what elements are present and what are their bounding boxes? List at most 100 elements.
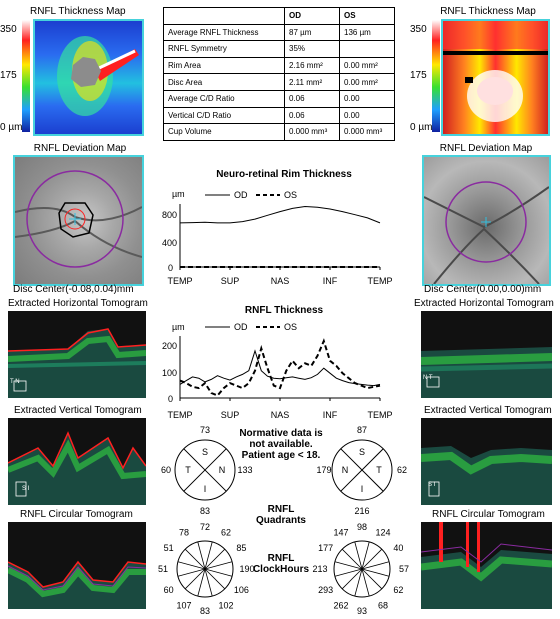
os-q-letter-n: N [342,465,349,475]
right-circular-graphic [421,522,552,609]
right-deviation-map [422,155,551,286]
clock-spoke [361,568,390,577]
right-scale-mid: 175 [410,70,427,81]
clock-value: 40 [393,543,403,553]
clock-value: 83 [200,606,210,616]
clock-spoke [354,541,363,570]
table-row: Rim Area 2.16 mm² 0.00 mm² [163,56,395,75]
right-scale-bottom: 0 µm [410,122,433,133]
left-colorbar [22,20,30,132]
right-horizontal-tomogram [421,311,552,398]
rnfl-legend-os: OS [284,322,297,332]
clock-value: 102 [218,600,233,610]
clock-circle [176,540,234,598]
rnfl-chart-unit: µm [172,322,185,332]
rnfl-xtick-sup: SUP [221,410,240,420]
left-scale-bottom: 0 µm [0,122,23,133]
series-line-os [179,338,381,397]
left-h-orient: T N [10,379,20,385]
table-cell: 0.06 [284,106,340,125]
left-deviation-title: RNFL Deviation Map [33,143,127,154]
quadrants-area: S N I T 73 133 83 60 S T I N 87 62 216 1… [161,425,407,516]
clock-value: 93 [357,606,367,616]
od-q-letter-s: S [202,447,208,457]
left-disc-center: Disc Center(-0.08,0.04)mm [13,284,134,295]
od-quadrant-diagram: S N I T 73 133 83 60 [161,425,253,516]
od-q-letter-i: I [204,484,207,494]
rim-xtick-nas: NAS [271,276,290,286]
table-cell: 0.00 [339,106,395,125]
left-horizontal-graphic [8,328,146,398]
clock-value: 293 [318,585,333,595]
clock-value: 107 [176,600,191,610]
right-deviation-title: RNFL Deviation Map [439,143,533,154]
table-cell: Disc Area [163,73,285,91]
od-q-value-t: 60 [161,465,171,475]
od-q-value-i: 83 [200,506,210,516]
clock-value: 106 [234,585,249,595]
stats-table: OD OS Average RNFL Thickness 87 µm 136 µm … [163,7,395,141]
clock-value: 57 [399,564,409,574]
rnfl-xtick-temp-end: TEMP [367,410,392,420]
table-header-row: OD OS [163,7,395,25]
table-cell: 0.000 mm³ [284,123,340,141]
right-thickness-map [441,19,550,136]
clock-value: 72 [200,522,210,532]
table-cell: RNFL Symmetry [163,40,285,58]
table-header-cell [163,7,285,25]
clock-value: 51 [164,543,174,553]
clock-spoke [204,568,226,590]
rim-chart-unit: µm [172,189,185,199]
right-v-orient: S I [428,482,436,488]
table-row: Average C/D Ratio 0.06 0.00 [163,89,395,108]
left-horizontal-tomogram [8,311,146,398]
rnfl-thickness-chart: RNFL Thickness µm OD OS 200 100 0 TEMP S… [162,305,393,420]
series-line-od [179,205,381,224]
clock-spoke [177,561,206,570]
clock-circle [333,540,391,598]
clock-spoke [204,568,233,577]
clock-value: 68 [378,600,388,610]
table-cell: Rim Area [163,56,285,75]
right-circular-title: RNFL Circular Tomogram [432,509,545,520]
right-vertical-graphic [421,446,552,505]
rnfl-ytick-200: 200 [162,341,177,351]
rim-legend-od: OD [234,190,248,200]
table-row: Disc Area 2.11 mm² 0.00 mm² [163,73,395,91]
rim-ytick-0: 0 [168,263,173,273]
os-q-letter-t: T [376,465,382,475]
clock-spoke [341,568,363,590]
left-scale-top: 350 [0,24,17,35]
clock-value: 62 [221,528,231,538]
rnfl-chart-title: RNFL Thickness [245,305,324,316]
right-colorbar [432,20,440,132]
left-thickness-map [33,19,144,136]
clock-spoke [334,561,363,570]
clock-value: 190 [239,564,254,574]
rim-ytick-400: 400 [162,238,177,248]
right-horizontal-title: Extracted Horizontal Tomogram [414,298,554,309]
rim-xtick-inf: INF [323,276,338,286]
table-cell: 2.16 mm² [284,56,340,75]
clock-spoke [184,568,206,590]
series-line-od [179,349,381,387]
rnfl-xtick-temp: TEMP [167,410,192,420]
clock-spoke [204,548,226,570]
od-q-value-s: 73 [200,425,210,435]
table-cell: 87 µm [284,23,340,42]
table-cell: 0.00 mm² [339,73,395,91]
clock-spoke [204,541,213,570]
clock-spoke [361,541,370,570]
rim-xtick-sup: SUP [221,276,240,286]
clock-spoke [204,561,233,570]
right-thickness-map-title: RNFL Thickness Map [440,6,536,17]
left-horizontal-title: Extracted Horizontal Tomogram [8,298,148,309]
clock-value: 147 [333,528,348,538]
rnfl-ytick-100: 100 [162,368,177,378]
rim-xtick-temp: TEMP [167,276,192,286]
clock-value: 177 [318,543,333,553]
clock-value: 262 [333,600,348,610]
